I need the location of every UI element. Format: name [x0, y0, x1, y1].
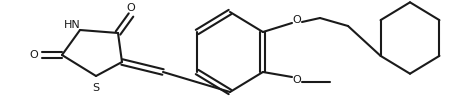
- Text: S: S: [92, 83, 100, 93]
- Text: O: O: [292, 75, 301, 85]
- Text: HN: HN: [64, 20, 80, 30]
- Text: O: O: [292, 15, 301, 25]
- Text: O: O: [127, 3, 135, 13]
- Text: O: O: [30, 50, 38, 60]
